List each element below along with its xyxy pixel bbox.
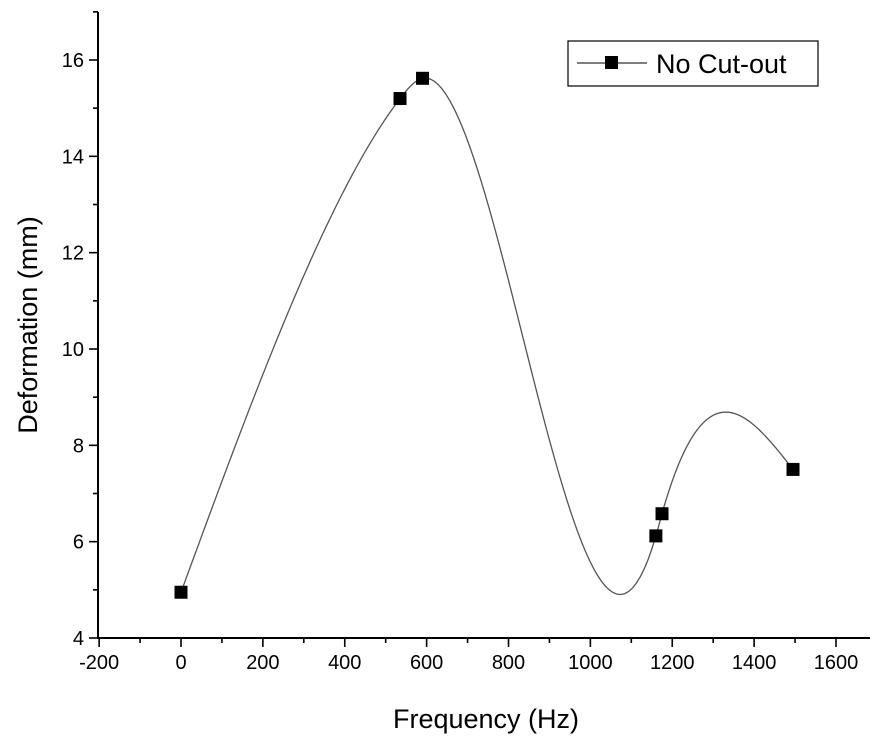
- x-axis-title: Frequency (Hz): [393, 704, 579, 734]
- x-tick-label: 1200: [650, 652, 695, 674]
- y-tick-label: 16: [62, 50, 84, 72]
- y-axis-title: Deformation (mm): [13, 216, 43, 434]
- x-tick-label: 800: [492, 652, 525, 674]
- x-tick-label: -200: [79, 652, 119, 674]
- data-point-marker: [649, 529, 663, 543]
- data-point-marker: [393, 92, 407, 106]
- y-tick-label: 10: [62, 339, 84, 361]
- y-tick-label: 6: [73, 532, 84, 554]
- series-line-0: [180, 77, 794, 596]
- y-tick-label: 12: [62, 243, 84, 265]
- x-tick-label: 400: [328, 652, 361, 674]
- x-tick-label: 200: [246, 652, 279, 674]
- x-ticks: -200 0 200 400 600 800 1000 1200 1400 1600: [79, 638, 858, 674]
- x-tick-label: 1600: [814, 652, 859, 674]
- x-tick-label: 0: [175, 652, 186, 674]
- y-tick-label: 4: [73, 628, 84, 650]
- data-point-marker: [174, 585, 188, 599]
- x-tick-label: 1000: [568, 652, 613, 674]
- legend: No Cut-out: [567, 40, 819, 87]
- y-ticks: 4 6 8 10 12 14 16: [62, 11, 98, 650]
- data-point-marker: [655, 507, 669, 521]
- x-tick-label: 600: [410, 652, 443, 674]
- y-tick-label: 14: [62, 146, 84, 168]
- legend-marker-square: [605, 56, 618, 69]
- x-tick-label: 1400: [732, 652, 777, 674]
- series-layer: [174, 71, 800, 599]
- data-point-marker: [416, 71, 430, 85]
- data-point-marker: [786, 462, 800, 476]
- axes: [97, 12, 870, 639]
- legend-series-label: No Cut-out: [656, 49, 787, 79]
- y-tick-label: 8: [73, 435, 84, 457]
